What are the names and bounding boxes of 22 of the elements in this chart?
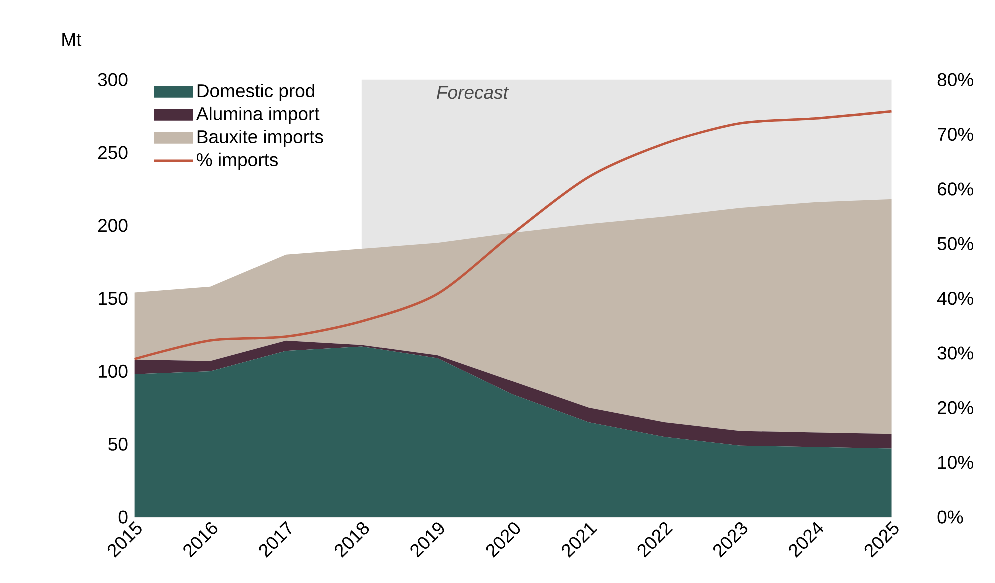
legend-label: % imports [197,153,278,170]
y-tick-label: 150 [98,292,128,306]
y2-tick-label: 20% [938,402,974,415]
y-tick-label: 300 [98,74,128,87]
y2-tick-label: 60% [938,182,974,196]
y-axis-title: Mt [62,34,82,46]
y2-tick-label: 30% [938,346,974,360]
legend-label: Bauxite imports [198,130,324,148]
band-label: Forecast [437,86,510,100]
y-tick-label: 200 [98,219,128,232]
legend-label: Alumina import [196,107,320,124]
y-tick-label: 0 [118,510,128,524]
y2-tick-label: 50% [938,238,974,251]
y2-tick-label: 70% [938,128,974,142]
y2-tick-label: 10% [938,456,974,470]
y2-tick-label: 40% [938,292,974,306]
legend-label: Domestic prod [198,84,314,102]
y-tick-label: 250 [98,146,128,160]
y-tick-label: 100 [98,365,128,378]
y-tick-label: 50 [108,438,128,452]
y2-tick-label: 80% [938,74,974,87]
y2-tick-label: 0% [938,510,964,524]
